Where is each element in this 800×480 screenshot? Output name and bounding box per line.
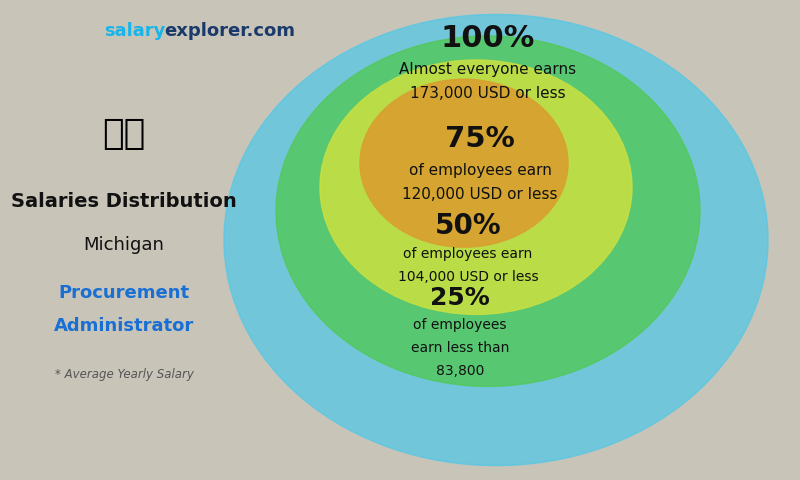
Text: 50%: 50% [434,212,502,240]
Text: 83,800: 83,800 [436,363,484,378]
Text: explorer.com: explorer.com [164,22,295,40]
Text: Procurement: Procurement [58,284,190,302]
Ellipse shape [320,60,632,314]
Text: Almost everyone earns: Almost everyone earns [399,62,577,77]
Text: 🇺🇸: 🇺🇸 [102,118,146,151]
Text: of employees: of employees [414,318,506,333]
Text: of employees earn: of employees earn [409,163,551,178]
Text: Administrator: Administrator [54,317,194,336]
Ellipse shape [224,14,768,466]
Ellipse shape [276,36,700,386]
Text: salary: salary [104,22,166,40]
Text: earn less than: earn less than [411,341,509,355]
Ellipse shape [360,79,568,247]
Text: 104,000 USD or less: 104,000 USD or less [398,270,538,284]
Text: 25%: 25% [430,286,490,310]
Text: Salaries Distribution: Salaries Distribution [11,192,237,211]
Text: * Average Yearly Salary: * Average Yearly Salary [54,368,194,381]
Text: 120,000 USD or less: 120,000 USD or less [402,187,558,202]
Text: Michigan: Michigan [83,236,165,254]
Text: 173,000 USD or less: 173,000 USD or less [410,86,566,101]
Text: of employees earn: of employees earn [403,247,533,262]
Text: 100%: 100% [441,24,535,53]
Text: 75%: 75% [445,125,515,153]
